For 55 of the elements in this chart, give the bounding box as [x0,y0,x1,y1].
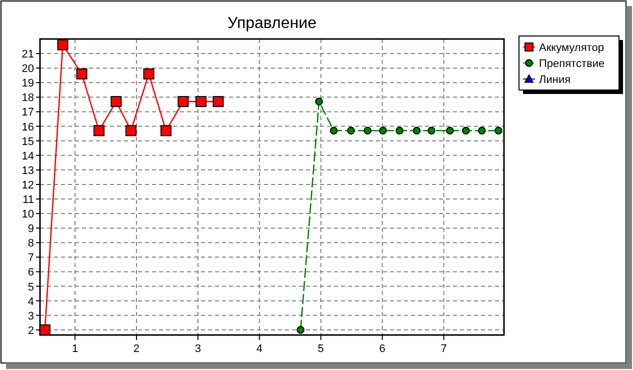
point [478,126,486,135]
chart-title: Управление [228,15,317,32]
point [39,324,50,336]
x-tick-label: 3 [194,343,202,355]
y-tick-label: 16 [22,121,34,134]
y-tick-label: 13 [22,164,34,177]
y-tick-label: 21 [22,48,34,61]
x-tick-label: 7 [440,343,447,355]
point [178,96,189,108]
point [315,98,323,106]
point [396,126,404,135]
point [494,126,502,135]
legend-label: Линия [539,74,571,86]
y-tick-label: 6 [28,266,34,279]
legend-label: Аккумулятор [539,42,604,54]
y-tick-label: 12 [22,179,34,192]
legend-label: Препятствие [539,58,605,70]
y-tick-label: 18 [22,92,34,104]
y-tick-label: 4 [28,296,34,308]
y-tick-label: 15 [22,136,34,148]
y-tick-label: 8 [28,238,34,250]
point [143,68,154,80]
point [330,126,338,135]
y-tick-label: 9 [28,223,34,236]
point [462,126,470,135]
y-tick-label: 2 [28,324,34,337]
point [57,39,68,50]
point [412,126,421,135]
x-tick-label: 2 [133,343,140,355]
point [296,326,304,334]
x-tick-label: 4 [256,343,262,355]
y-tick-label: 7 [28,252,34,264]
point [94,125,104,136]
point [364,126,372,135]
point [379,126,387,135]
y-tick-label: 19 [22,78,34,90]
x-tick-label: 1 [72,343,78,355]
y-tick-label: 5 [28,281,34,294]
y-tick-label: 11 [22,194,34,206]
point [196,96,207,108]
y-tick-label: 20 [22,63,34,76]
y-tick-label: 10 [22,208,34,221]
point [76,68,88,80]
y-tick-label: 14 [22,150,34,162]
point [446,126,454,135]
point [110,96,122,108]
point [428,126,436,135]
point [160,125,172,136]
point [125,125,136,136]
x-tick-label: 5 [318,343,324,355]
point [212,96,224,108]
point [347,126,355,135]
x-tick-label: 6 [379,343,386,355]
y-tick-label: 3 [28,310,34,322]
y-tick-label: 17 [22,106,34,119]
